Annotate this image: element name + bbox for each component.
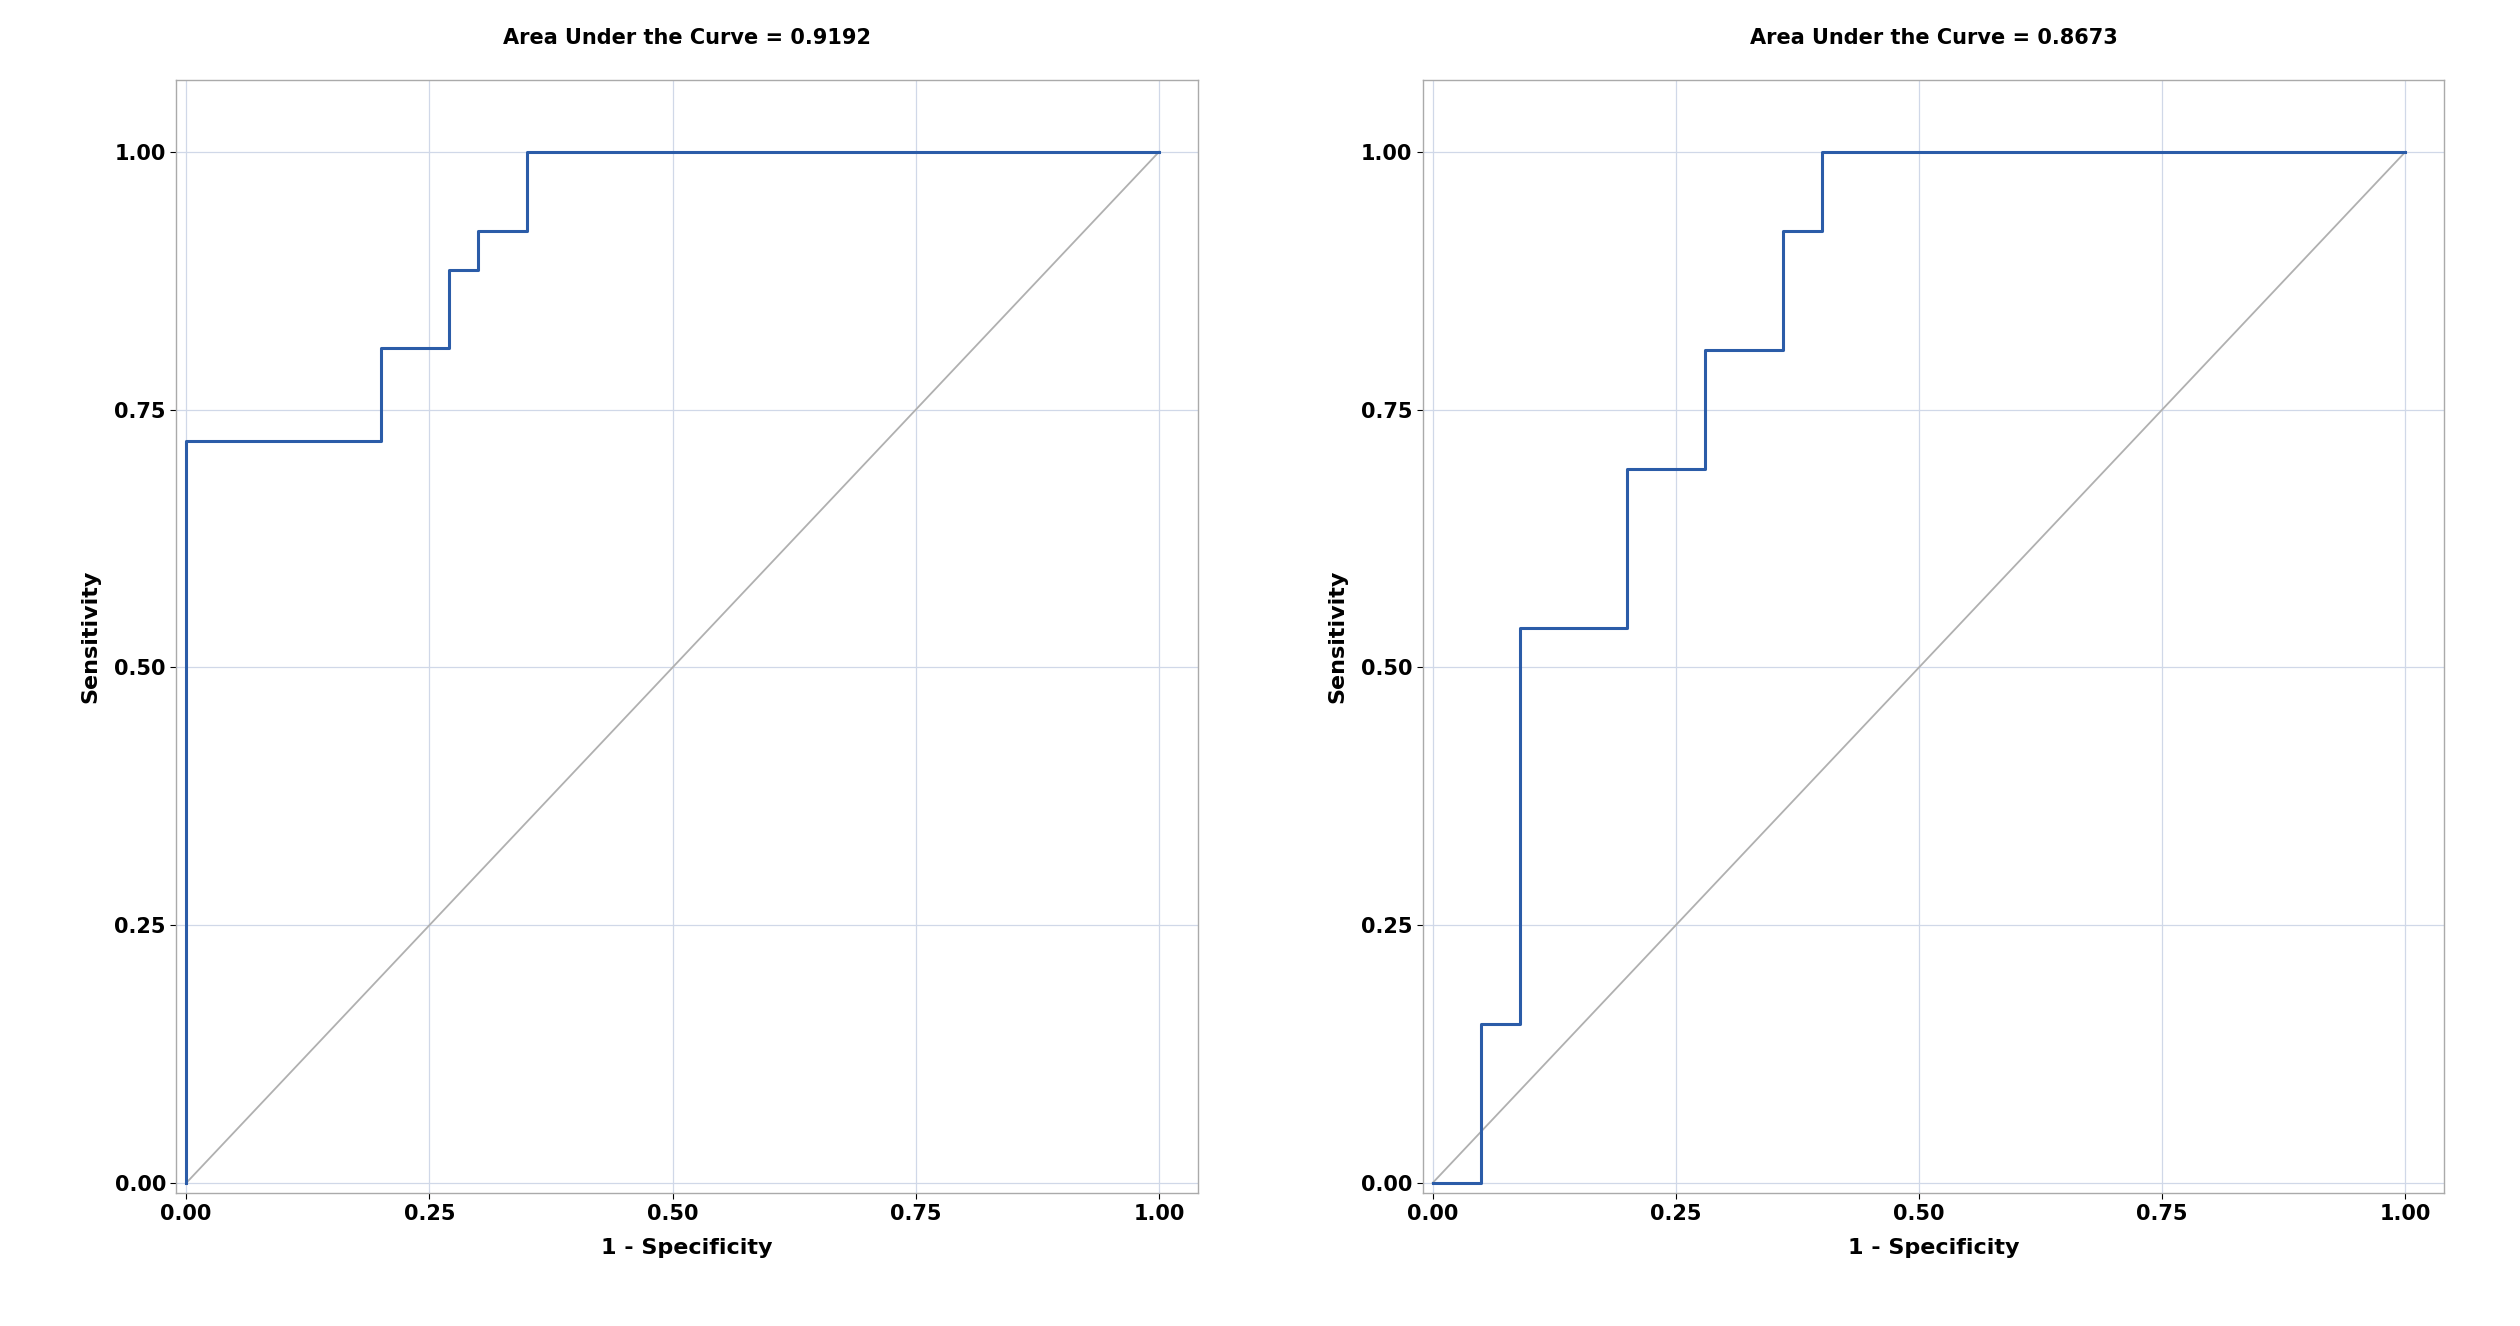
Y-axis label: Sensitivity: Sensitivity — [81, 570, 101, 703]
Y-axis label: Sensitivity: Sensitivity — [1328, 570, 1348, 703]
X-axis label: 1 - Specificity: 1 - Specificity — [1847, 1237, 2019, 1257]
Text: Area Under the Curve = 0.8673: Area Under the Curve = 0.8673 — [1749, 28, 2117, 48]
X-axis label: 1 - Specificity: 1 - Specificity — [602, 1237, 774, 1257]
Text: Area Under the Curve = 0.9192: Area Under the Curve = 0.9192 — [504, 28, 872, 48]
